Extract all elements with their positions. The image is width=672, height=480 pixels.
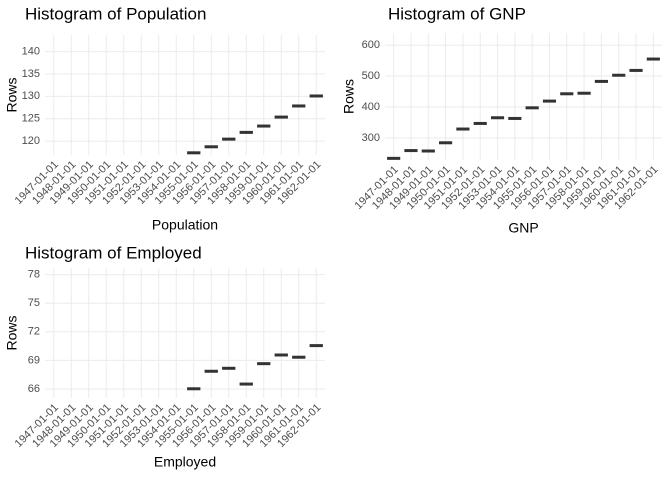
y-axis-title: Rows [4, 77, 20, 112]
y-tick-label: 500 [362, 70, 380, 82]
y-tick-label: 300 [362, 132, 380, 144]
y-tick-label: 78 [28, 269, 40, 281]
x-axis-title: Employed [154, 454, 216, 470]
y-tick-label: 130 [22, 90, 40, 102]
y-tick-label: 72 [28, 326, 40, 338]
y-tick-label: 125 [22, 113, 40, 125]
y-tick-label: 600 [362, 39, 380, 51]
y-tick-label: 69 [28, 354, 40, 366]
chart-title: Histogram of Population [25, 4, 206, 23]
y-tick-label: 140 [22, 45, 40, 57]
y-tick-label: 400 [362, 101, 380, 113]
y-tick-label: 135 [22, 68, 40, 80]
y-tick-label: 66 [28, 383, 40, 395]
y-tick-label: 75 [28, 297, 40, 309]
x-axis-title: GNP [508, 220, 538, 236]
chart-title: Histogram of GNP [388, 4, 526, 23]
y-axis-title: Rows [4, 315, 20, 350]
y-tick-label: 120 [22, 135, 40, 147]
chart-title: Histogram of Employed [25, 243, 202, 262]
y-axis-title: Rows [341, 79, 357, 114]
x-axis-title: Population [152, 217, 218, 233]
